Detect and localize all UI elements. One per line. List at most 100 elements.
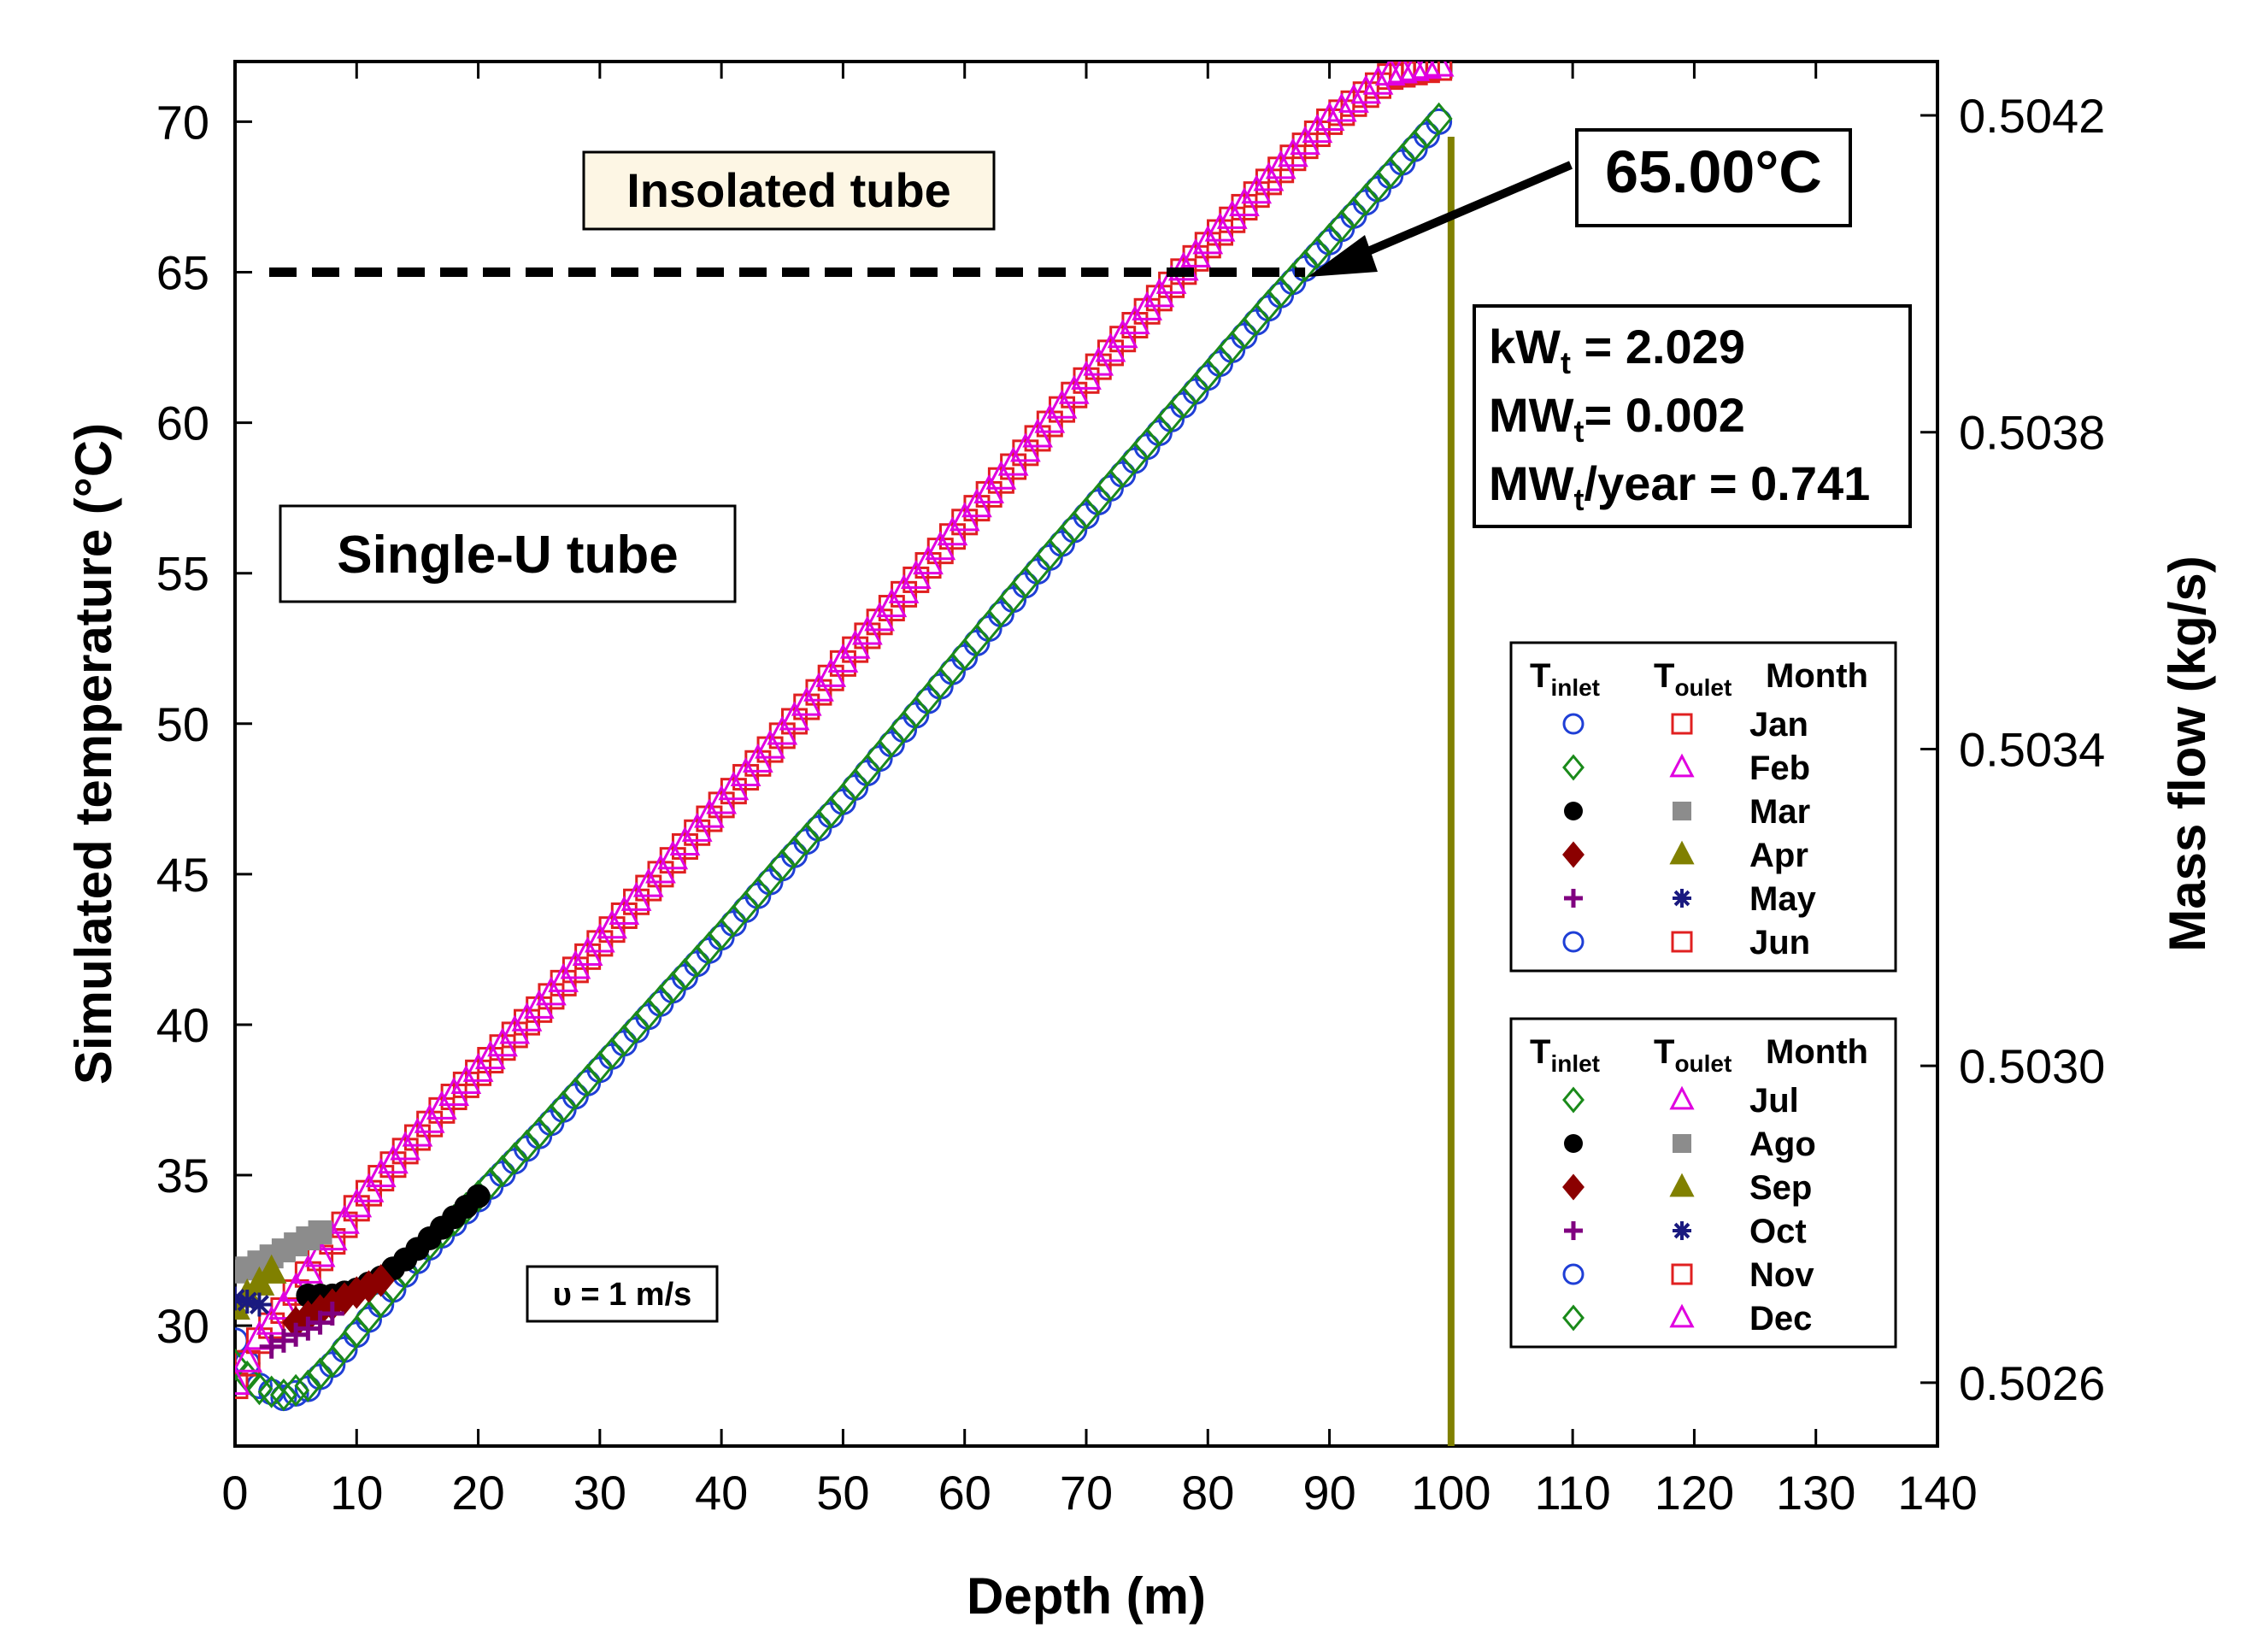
y2-tick-label: 0.5042 [1959,89,2105,143]
data-point [1362,65,1394,95]
legend-outlet-marker [1671,1263,1693,1285]
legend-month-label: Sep [1749,1169,1812,1207]
x-tick-label: 40 [695,1466,748,1520]
data-point [645,854,676,884]
insolated-tube-box [582,150,996,231]
target-temperature-box [1575,128,1852,227]
data-point [1120,304,1150,335]
power-line-3-unit: MW [1489,456,1574,510]
legend-header-outlet-sub: oulet [1674,1050,1732,1077]
legend-inlet-marker [1562,1304,1585,1332]
legend-month-label: Ago [1749,1126,1816,1163]
legend-month-label: Dec [1749,1300,1812,1337]
legend-inlet-marker [1562,841,1585,868]
power-box [1473,304,1912,528]
legend-month-label: Oct [1749,1213,1807,1250]
data-point [235,1343,263,1373]
data-point [803,672,834,702]
data-point [1425,102,1453,136]
legend-outlet-marker [1673,802,1691,820]
data-point [888,573,920,603]
legend-outlet-marker [1669,1085,1695,1110]
x-tick-label: 90 [1302,1466,1355,1520]
x-tick-label: 120 [1655,1466,1734,1520]
annotation-arrow-shaft [1344,161,1573,265]
legend-inlet-marker [1562,1173,1585,1201]
y-axis-title: Simulated temperature (°C) [65,423,122,1085]
x-axis-ticks: 0 10 20 30 40 50 60 70 80 90 100 110 120 130 140 [221,62,1978,1520]
data-point [925,531,956,561]
x-tick-label: 30 [573,1466,626,1520]
legend-inlet-marker [1562,754,1585,781]
data-point [609,895,640,926]
power-line-1-unit: kW [1489,320,1561,373]
legend-month-label: Feb [1749,750,1810,787]
target-temperature-value: 65.00 [1605,138,1755,205]
data-point [304,1238,336,1267]
legend-outlet-marker [1671,713,1693,735]
legend-header-outlet-symbol: T [1654,657,1674,695]
power-line-2-sub: t [1574,414,1585,449]
power-line-2-unit: MW [1489,388,1574,442]
target-temperature-unit: °C [1755,138,1822,205]
velocity-label: υ = 1 m/s [553,1277,692,1313]
y-tick-label: 35 [156,1149,209,1202]
legend-header-outlet: Toulet [1654,1033,1732,1077]
series-may-inlet [259,1302,344,1359]
data-point [1338,83,1369,113]
legend-header-outlet: Toulet [1654,657,1732,701]
legend-header-outlet-symbol: T [1654,1033,1674,1071]
x-tick-label: 100 [1411,1466,1490,1520]
legend-outlet-marker [1671,931,1693,953]
data-point [320,1302,344,1326]
data-point [1423,62,1455,77]
x-tick-label: 140 [1897,1466,1977,1520]
data-point [235,1366,250,1396]
data-point [268,1290,299,1320]
legend-header-inlet-sub: inlet [1550,1050,1600,1077]
data-point [767,715,798,745]
series-layer [235,62,1455,1412]
data-point [1046,389,1078,419]
y-tick-label: 65 [156,246,209,300]
y-tick-label: 55 [156,547,209,601]
legend-outlet-marker [1669,1173,1695,1197]
legend-month-label: May [1749,880,1817,918]
series-feb-inlet [235,102,1453,1412]
data-point [466,1184,491,1208]
data-point [815,657,847,687]
legend-outlet-marker [1669,753,1695,778]
power-line-1: kWt = 2.029 [1489,320,1745,380]
data-point [259,1334,284,1359]
y-tick-label: 70 [156,95,209,149]
legend-header-outlet-sub: oulet [1674,674,1732,701]
legend-outlet-marker [1669,1303,1695,1328]
series-feb-outlet [235,62,1455,1396]
insolated-tube-label: Insolated tube [626,163,951,217]
single-u-tube-label: Single-U tube [337,526,679,585]
legend-inlet-marker [1562,713,1585,735]
data-point [284,1322,309,1347]
data-point [1374,62,1406,86]
y2-tick-label: 0.5030 [1959,1039,2105,1093]
data-point [292,1254,324,1284]
series-jan-outlet [235,62,1453,1400]
legend-month-label: Apr [1749,837,1808,874]
data-point [353,1173,385,1202]
data-point [1411,62,1443,79]
legend-header-month: Month [1766,1033,1868,1071]
data-point [1387,62,1418,84]
data-point [1034,403,1066,433]
data-point [1350,74,1382,104]
data-point [1022,418,1053,448]
legend-inlet-marker [1562,931,1585,953]
data-point [1413,62,1440,84]
data-point [308,1310,332,1335]
y-tick-label: 45 [156,848,209,902]
data-point [913,544,944,575]
data-point [256,1254,287,1284]
y2-tick-label: 0.5026 [1959,1356,2105,1410]
data-point [367,1264,395,1297]
